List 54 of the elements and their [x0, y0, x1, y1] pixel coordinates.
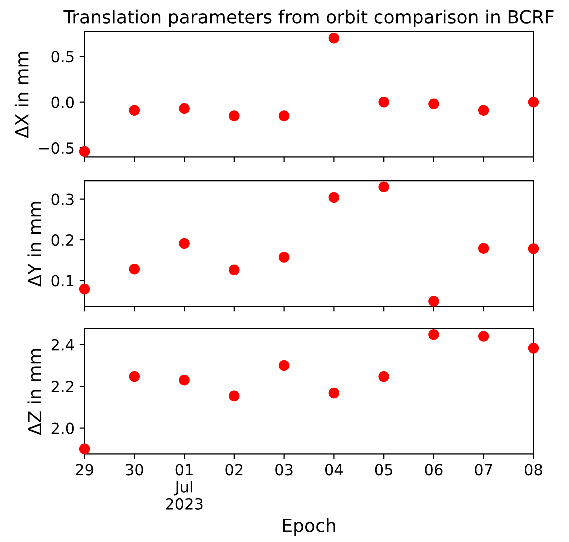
point — [179, 238, 190, 250]
point — [179, 103, 190, 114]
y-tick-label: 0.0 — [52, 96, 74, 108]
point — [278, 110, 290, 122]
y-tick-label: 0.2 — [52, 234, 74, 246]
point — [528, 343, 540, 354]
point — [179, 374, 190, 386]
x-tick-label: 03 — [276, 464, 293, 476]
point — [478, 105, 490, 116]
chart-title: Translation parameters from orbit comparison in BCRF — [64, 10, 554, 28]
y-tick-label: 2.2 — [52, 381, 74, 392]
point — [428, 98, 440, 110]
x-tick-label: 07 — [475, 464, 492, 476]
x-tick-label: 04 — [325, 464, 344, 476]
point — [378, 182, 390, 193]
point — [79, 146, 90, 158]
point — [278, 252, 290, 263]
x-tick-label: 01 Jul 2023 — [166, 464, 203, 510]
x-axis-title: Epoch — [283, 518, 336, 536]
y-tick-label: 0.3 — [52, 194, 74, 206]
point — [129, 264, 140, 275]
point — [478, 243, 490, 254]
y-tick-label: 2.4 — [52, 339, 74, 351]
point — [229, 264, 240, 276]
point — [229, 110, 240, 122]
y-tick-label: 0.5 — [52, 51, 74, 63]
x-tick-label: 08 — [525, 464, 542, 476]
point — [428, 329, 440, 340]
x-tick-label: 30 — [126, 464, 144, 476]
y-tick-label: 2.0 — [52, 422, 74, 434]
point — [229, 390, 240, 402]
point — [378, 96, 390, 108]
y-axis-title: ΔZ in mm — [28, 349, 42, 436]
x-tick-label: 02 — [226, 464, 243, 476]
y-axis-title: ΔY in mm — [28, 202, 42, 288]
point — [378, 371, 390, 382]
point — [328, 32, 340, 44]
x-tick-label: 29 — [76, 464, 94, 476]
point — [278, 360, 290, 372]
y-tick-label: −0.5 — [40, 142, 74, 154]
y-tick-label: 0.1 — [52, 275, 74, 287]
y-axis-title: ΔX in mm — [14, 52, 29, 138]
point — [129, 371, 140, 382]
point — [478, 331, 490, 342]
point — [528, 96, 540, 108]
point — [328, 192, 340, 204]
point — [528, 244, 540, 254]
point — [328, 388, 340, 399]
point — [79, 284, 90, 295]
point — [428, 296, 440, 307]
point — [129, 105, 140, 116]
point — [79, 444, 90, 455]
x-tick-label: 06 — [425, 464, 443, 476]
x-tick-label: 05 — [375, 464, 392, 476]
